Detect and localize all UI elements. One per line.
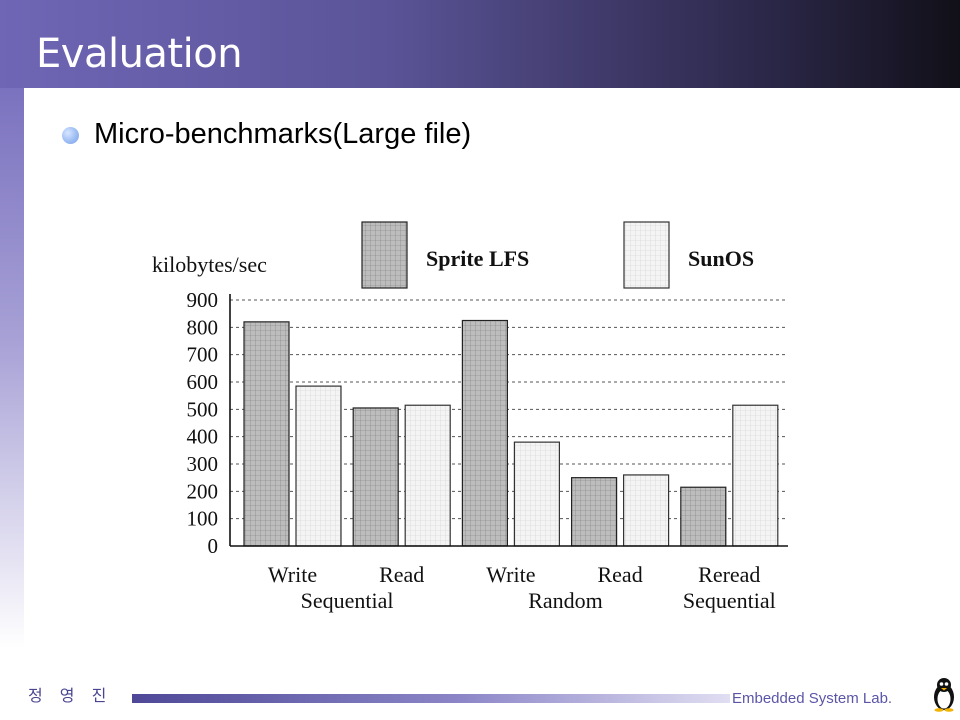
legend-swatch <box>361 221 408 289</box>
x-group-label: Random <box>528 588 603 613</box>
footer-lab-name: Embedded System Lab. <box>732 690 893 707</box>
legend-label: Sprite LFS <box>426 246 529 271</box>
x-group-label: Sequential <box>301 588 394 613</box>
bar-sunos <box>623 474 670 547</box>
bar-sprite-lfs <box>243 321 290 547</box>
bar-sunos <box>295 385 342 547</box>
legend: Sprite LFS SunOS <box>361 221 754 289</box>
bar-sprite-lfs <box>680 486 727 547</box>
bar-sprite-lfs <box>571 477 618 547</box>
y-tick-label: 500 <box>187 397 219 421</box>
x-category-label: Reread <box>698 562 760 587</box>
bar-sprite-lfs <box>352 407 399 547</box>
y-axis-label: kilobytes/sec <box>152 252 267 277</box>
y-tick-label: 700 <box>187 343 219 367</box>
footer-author: 정 영 진 <box>28 686 113 705</box>
x-group-label: Sequential <box>683 588 776 613</box>
bars <box>243 319 779 547</box>
throughput-bar-chart: 0 100 200 300 400 500 600 700 800 900 Write Read Wr… <box>152 221 788 613</box>
y-tick-label: 600 <box>187 370 219 394</box>
penguin-icon <box>934 678 954 712</box>
bullet-dot-icon <box>62 127 79 144</box>
y-tick-label: 400 <box>187 425 219 449</box>
x-category-label: Read <box>597 562 642 587</box>
legend-label: SunOS <box>688 246 754 271</box>
y-tick-label: 200 <box>187 479 219 503</box>
y-tick-labels: 0 100 200 300 400 500 600 700 800 900 <box>187 288 219 558</box>
bar-sunos <box>404 404 451 547</box>
x-category-label: Read <box>379 562 424 587</box>
bullet-text: Micro-benchmarks(Large file) <box>94 118 472 150</box>
slide-title: Evaluation <box>36 31 243 77</box>
left-accent-bar <box>0 88 24 648</box>
x-category-label: Write <box>486 562 535 587</box>
y-tick-label: 900 <box>187 288 219 312</box>
bar-sunos <box>513 441 560 547</box>
y-tick-label: 0 <box>208 534 219 558</box>
bar-sprite-lfs <box>461 319 508 547</box>
y-tick-label: 800 <box>187 315 219 339</box>
legend-swatch <box>623 221 670 289</box>
bar-sunos <box>732 404 779 547</box>
title-bar <box>0 0 960 88</box>
y-tick-label: 100 <box>187 507 219 531</box>
footer-divider <box>132 694 730 703</box>
y-tick-label: 300 <box>187 452 219 476</box>
x-category-label: Write <box>268 562 317 587</box>
